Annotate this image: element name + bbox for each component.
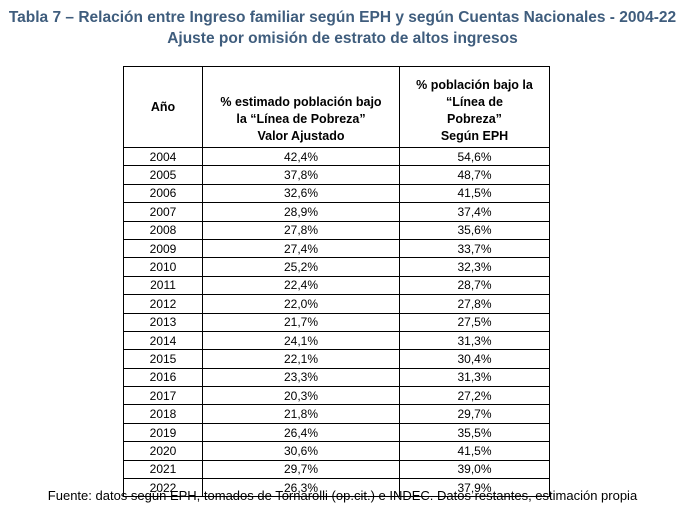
cell-eph: 41,5% <box>399 441 550 461</box>
cell-year: 2017 <box>123 386 203 406</box>
cell-year: 2015 <box>123 349 203 369</box>
table-row: 2014 24,1% 31,3% <box>123 330 550 351</box>
cell-adjusted: 22,1% <box>202 349 400 369</box>
cell-eph: 32,3% <box>399 257 550 277</box>
table-row: 2012 22,0% 27,8% <box>123 294 550 314</box>
cell-year: 2013 <box>123 312 203 332</box>
table-row: 2015 22,1% 30,4% <box>123 349 550 369</box>
table-row: 2019 26,4% 35,5% <box>123 422 550 443</box>
table-row: 2011 22,4% 28,7% <box>123 275 550 296</box>
header-eph-line: % población bajo la <box>416 78 533 92</box>
table-row: 2018 21,8% 29,7% <box>123 404 550 424</box>
table-row: 2013 21,7% 27,5% <box>123 312 550 332</box>
cell-year: 2007 <box>123 202 203 222</box>
cell-eph: 27,5% <box>399 312 550 332</box>
cell-adjusted: 21,7% <box>202 312 400 332</box>
cell-adjusted: 21,8% <box>202 404 400 424</box>
header-adjusted-line: Valor Ajustado <box>257 129 345 143</box>
table-row: 2009 27,4% 33,7% <box>123 238 550 259</box>
cell-eph: 30,4% <box>399 349 550 369</box>
cell-year: 2014 <box>123 330 203 351</box>
cell-eph: 27,8% <box>399 294 550 314</box>
cell-adjusted: 22,4% <box>202 275 400 296</box>
header-adjusted-line: la “Línea de Pobreza” <box>236 112 366 126</box>
table-body: 2004 42,4% 54,6% 2005 37,8% 48,7% 2006 32,6% 41,… <box>123 146 550 498</box>
table-row: 2020 30,6% 41,5% <box>123 441 550 461</box>
header-eph-line: Pobreza” <box>447 112 502 126</box>
cell-year: 2011 <box>123 275 203 296</box>
cell-eph: 35,5% <box>399 422 550 443</box>
table-row: 2016 23,3% 31,3% <box>123 367 550 388</box>
cell-year: 2020 <box>123 441 203 461</box>
header-eph-line: Según EPH <box>440 129 509 143</box>
source-note: Fuente: datos según EPH, tomados de Torn… <box>47 488 638 503</box>
cell-year: 2006 <box>123 183 203 204</box>
cell-eph: 54,6% <box>399 146 550 167</box>
cell-adjusted: 42,4% <box>202 146 400 167</box>
cell-eph: 41,5% <box>399 183 550 204</box>
cell-year: 2019 <box>123 422 203 443</box>
cell-year: 2010 <box>123 257 203 277</box>
cell-eph: 28,7% <box>399 275 550 296</box>
header-adjusted-value: % estimado población bajo la “Línea de P… <box>202 66 400 148</box>
cell-adjusted: 20,3% <box>202 386 400 406</box>
cell-adjusted: 30,6% <box>202 441 400 461</box>
poverty-table: Año % estimado población bajo la “Línea … <box>123 66 550 498</box>
cell-eph: 33,7% <box>399 238 550 259</box>
table-row: 2006 32,6% 41,5% <box>123 183 550 204</box>
cell-year: 2008 <box>123 220 203 240</box>
table-row: 2010 25,2% 32,3% <box>123 257 550 277</box>
cell-year: 2004 <box>123 146 203 167</box>
table-row: 2005 37,8% 48,7% <box>123 165 550 185</box>
cell-adjusted: 37,8% <box>202 165 400 185</box>
cell-eph: 37,4% <box>399 202 550 222</box>
cell-eph: 39,0% <box>399 459 550 480</box>
cell-adjusted: 28,9% <box>202 202 400 222</box>
table-header-row: Año % estimado población bajo la “Línea … <box>123 66 550 148</box>
table-title: Tabla 7 – Relación entre Ingreso familia… <box>8 9 677 26</box>
cell-year: 2022 <box>123 478 203 498</box>
cell-eph: 29,7% <box>399 404 550 424</box>
table-row: 2017 20,3% 27,2% <box>123 386 550 406</box>
cell-eph: 37,9% <box>399 478 550 498</box>
cell-adjusted: 32,6% <box>202 183 400 204</box>
cell-adjusted: 25,2% <box>202 257 400 277</box>
cell-adjusted: 29,7% <box>202 459 400 480</box>
table-row: 2008 27,8% 35,6% <box>123 220 550 240</box>
cell-eph: 31,3% <box>399 330 550 351</box>
table-row: 2007 28,9% 37,4% <box>123 202 550 222</box>
cell-year: 2016 <box>123 367 203 388</box>
cell-year: 2005 <box>123 165 203 185</box>
cell-adjusted: 27,8% <box>202 220 400 240</box>
cell-eph: 48,7% <box>399 165 550 185</box>
table-subtitle: Ajuste por omisión de estrato de altos i… <box>167 30 518 47</box>
cell-year: 2009 <box>123 238 203 259</box>
cell-eph: 27,2% <box>399 386 550 406</box>
header-adjusted-line: % estimado población bajo <box>220 95 382 109</box>
table-row: 2022 26,3% 37,9% <box>123 478 550 498</box>
header-year: Año <box>123 66 203 148</box>
cell-year: 2021 <box>123 459 203 480</box>
table-row: 2004 42,4% 54,6% <box>123 146 550 167</box>
cell-adjusted: 22,0% <box>202 294 400 314</box>
cell-eph: 31,3% <box>399 367 550 388</box>
cell-year: 2018 <box>123 404 203 424</box>
cell-adjusted: 23,3% <box>202 367 400 388</box>
header-eph-value: % población bajo la “Línea de Pobreza” S… <box>399 66 550 148</box>
table-row: 2021 29,7% 39,0% <box>123 459 550 480</box>
cell-adjusted: 27,4% <box>202 238 400 259</box>
cell-year: 2012 <box>123 294 203 314</box>
header-eph-line: “Línea de <box>446 95 503 109</box>
cell-adjusted: 26,4% <box>202 422 400 443</box>
cell-eph: 35,6% <box>399 220 550 240</box>
cell-adjusted: 24,1% <box>202 330 400 351</box>
